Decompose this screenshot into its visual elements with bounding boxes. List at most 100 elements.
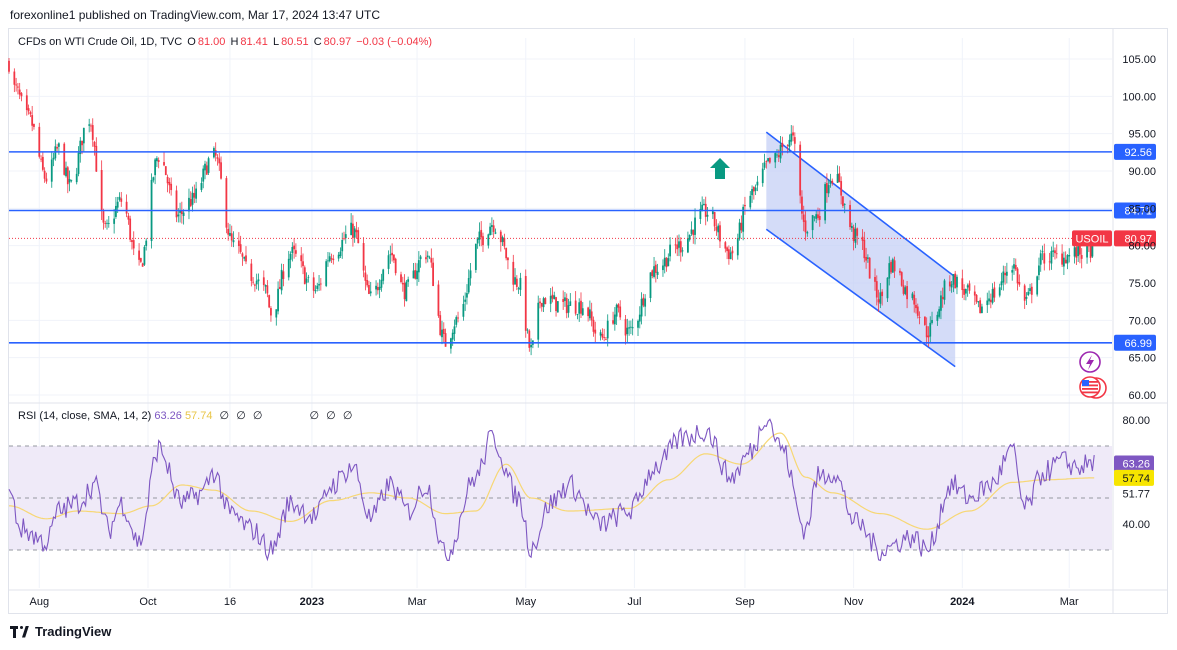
candle-body	[601, 333, 604, 338]
candle-body	[65, 167, 67, 177]
candle-body	[1027, 291, 1030, 296]
candle-body	[674, 244, 677, 246]
candle-body	[268, 295, 271, 308]
candle-body	[405, 281, 408, 302]
us-flag-icon[interactable]	[1079, 376, 1107, 399]
candle-body	[902, 285, 905, 294]
candle-body	[512, 261, 515, 285]
candle-body	[865, 256, 867, 261]
candle-body	[952, 274, 955, 285]
candle-body	[792, 132, 794, 136]
candle-body	[540, 302, 543, 307]
up-arrow-icon[interactable]	[710, 158, 730, 179]
candle-body	[740, 222, 743, 231]
candle-body	[474, 243, 477, 270]
candle-body	[776, 154, 778, 156]
candle-body	[45, 178, 48, 182]
candle-body	[1089, 241, 1092, 258]
candle-body	[220, 162, 222, 179]
candle-body	[592, 319, 595, 332]
candle-body	[656, 271, 659, 275]
candle-body	[391, 252, 394, 256]
candle-body	[138, 250, 140, 260]
candle-body	[875, 281, 878, 298]
candle-body	[419, 256, 422, 260]
candle-body	[392, 254, 395, 261]
candle-body	[1038, 265, 1040, 276]
candle-body	[439, 315, 442, 336]
candle-body	[305, 278, 308, 283]
candle-body	[589, 309, 591, 319]
candle-body	[492, 225, 495, 232]
candle-body	[168, 182, 171, 186]
candle-body	[425, 257, 427, 260]
candle-body	[676, 244, 679, 250]
candle-body	[590, 311, 593, 321]
candle-body	[353, 228, 356, 238]
candle-body	[576, 314, 579, 315]
candle-body	[752, 186, 755, 192]
candle-body	[569, 301, 572, 306]
candle-body	[1018, 282, 1021, 285]
candle-body	[40, 158, 42, 160]
price-tick-label: 60.00	[1128, 390, 1156, 402]
candle-body	[879, 292, 882, 304]
candle-body	[330, 258, 333, 260]
candle-body	[118, 196, 121, 200]
candle-body	[703, 203, 705, 206]
candle-body	[15, 84, 18, 86]
horizontal-levels[interactable]: 92.56 84.71 66.99 USOIL 80.97	[9, 143, 1156, 351]
candle-body	[344, 234, 347, 239]
candle-body	[988, 298, 990, 302]
candle-body	[1062, 257, 1065, 267]
candle-body	[466, 293, 468, 298]
tradingview-footer[interactable]: TradingView	[10, 624, 111, 639]
price-tick-label: 100.00	[1122, 91, 1156, 103]
candle-body	[581, 308, 584, 316]
candle-body	[27, 108, 30, 112]
candle-body	[170, 183, 173, 191]
candle-body	[1077, 244, 1080, 257]
candle-body	[711, 211, 714, 215]
channel-lower-line[interactable]	[765, 228, 956, 368]
candle-body	[75, 173, 78, 183]
channel-upper-line[interactable]	[765, 131, 956, 278]
candle-body	[900, 272, 903, 286]
lightning-icon[interactable]	[1079, 351, 1101, 373]
side-icons[interactable]	[1079, 351, 1107, 399]
candle-body	[653, 266, 655, 277]
candle-body	[788, 139, 791, 147]
candle-body	[927, 335, 930, 338]
candle-body	[979, 300, 982, 314]
candle-body	[213, 148, 215, 158]
candle-body	[131, 240, 133, 242]
candle-body	[514, 277, 516, 285]
legend-low-value: 80.51	[281, 36, 309, 48]
candle-body	[838, 173, 841, 183]
candle-body	[104, 223, 107, 224]
candle-body	[127, 215, 130, 220]
candle-body	[765, 161, 768, 162]
candle-body	[961, 278, 964, 291]
candle-body	[270, 308, 272, 316]
candle-body	[107, 223, 110, 224]
candle-body	[378, 286, 381, 290]
candle-body	[564, 297, 566, 301]
candle-body	[245, 255, 247, 262]
price-tick-label: 65.00	[1128, 353, 1156, 365]
descending-channel[interactable]	[765, 131, 956, 368]
candle-body	[574, 300, 577, 314]
candle-body	[699, 208, 702, 219]
candle-body	[143, 246, 146, 265]
candle-body	[613, 314, 616, 325]
candle-body	[603, 337, 606, 338]
symbol-tag[interactable]	[1072, 230, 1112, 247]
candle-body	[678, 241, 680, 248]
candle-body	[694, 217, 696, 235]
candle-body	[1048, 261, 1051, 263]
candle-body	[665, 257, 668, 268]
candle-body	[681, 250, 684, 252]
candle-body	[214, 150, 217, 156]
candle-body	[291, 246, 294, 254]
